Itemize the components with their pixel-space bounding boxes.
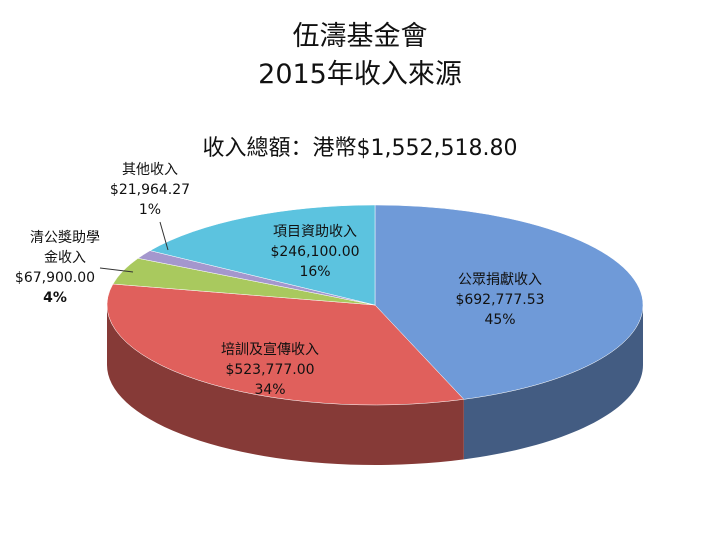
chart-title: 伍濤基金會 bbox=[292, 21, 428, 52]
category-label: 培訓及宣傳收入 bbox=[221, 342, 319, 358]
value-label: $67,900.00 bbox=[14, 270, 96, 286]
category-label: 公眾捐獻收入 bbox=[458, 272, 542, 288]
slice-side bbox=[463, 305, 643, 460]
category-label: 清公獎助學金收入 bbox=[30, 230, 100, 266]
value-label: $246,100.00 bbox=[270, 244, 360, 260]
leader-line bbox=[99, 267, 134, 273]
data-label: 公眾捐獻收入 $692,777.53 45% bbox=[420, 270, 580, 330]
slice-side bbox=[107, 305, 464, 465]
percent-label: 4% bbox=[43, 290, 67, 306]
percent-label: 45% bbox=[484, 312, 516, 328]
percent-label: 1% bbox=[138, 202, 162, 218]
data-label: 清公獎助學金收入 $67,900.00 4% bbox=[0, 228, 110, 308]
data-label: 培訓及宣傳收入 $523,777.00 34% bbox=[190, 340, 350, 400]
chart-subtitle: 2015年收入來源 bbox=[258, 59, 462, 90]
leader-line bbox=[159, 221, 169, 251]
category-label: 其他收入 bbox=[122, 162, 178, 178]
category-label: 項目資助收入 bbox=[273, 224, 357, 240]
value-label: $21,964.27 bbox=[109, 182, 191, 198]
data-label: 項目資助收入 $246,100.00 16% bbox=[250, 222, 380, 282]
slice bbox=[106, 283, 465, 406]
slice bbox=[374, 204, 644, 400]
percent-label: 34% bbox=[254, 382, 286, 398]
value-label: $523,777.00 bbox=[225, 362, 315, 378]
annotation: 收入總額：港幣$1,552,518.80 bbox=[202, 136, 518, 161]
data-label: 其他收入 $21,964.27 1% bbox=[95, 160, 205, 220]
percent-label: 16% bbox=[299, 264, 331, 280]
value-label: $692,777.53 bbox=[455, 292, 545, 308]
